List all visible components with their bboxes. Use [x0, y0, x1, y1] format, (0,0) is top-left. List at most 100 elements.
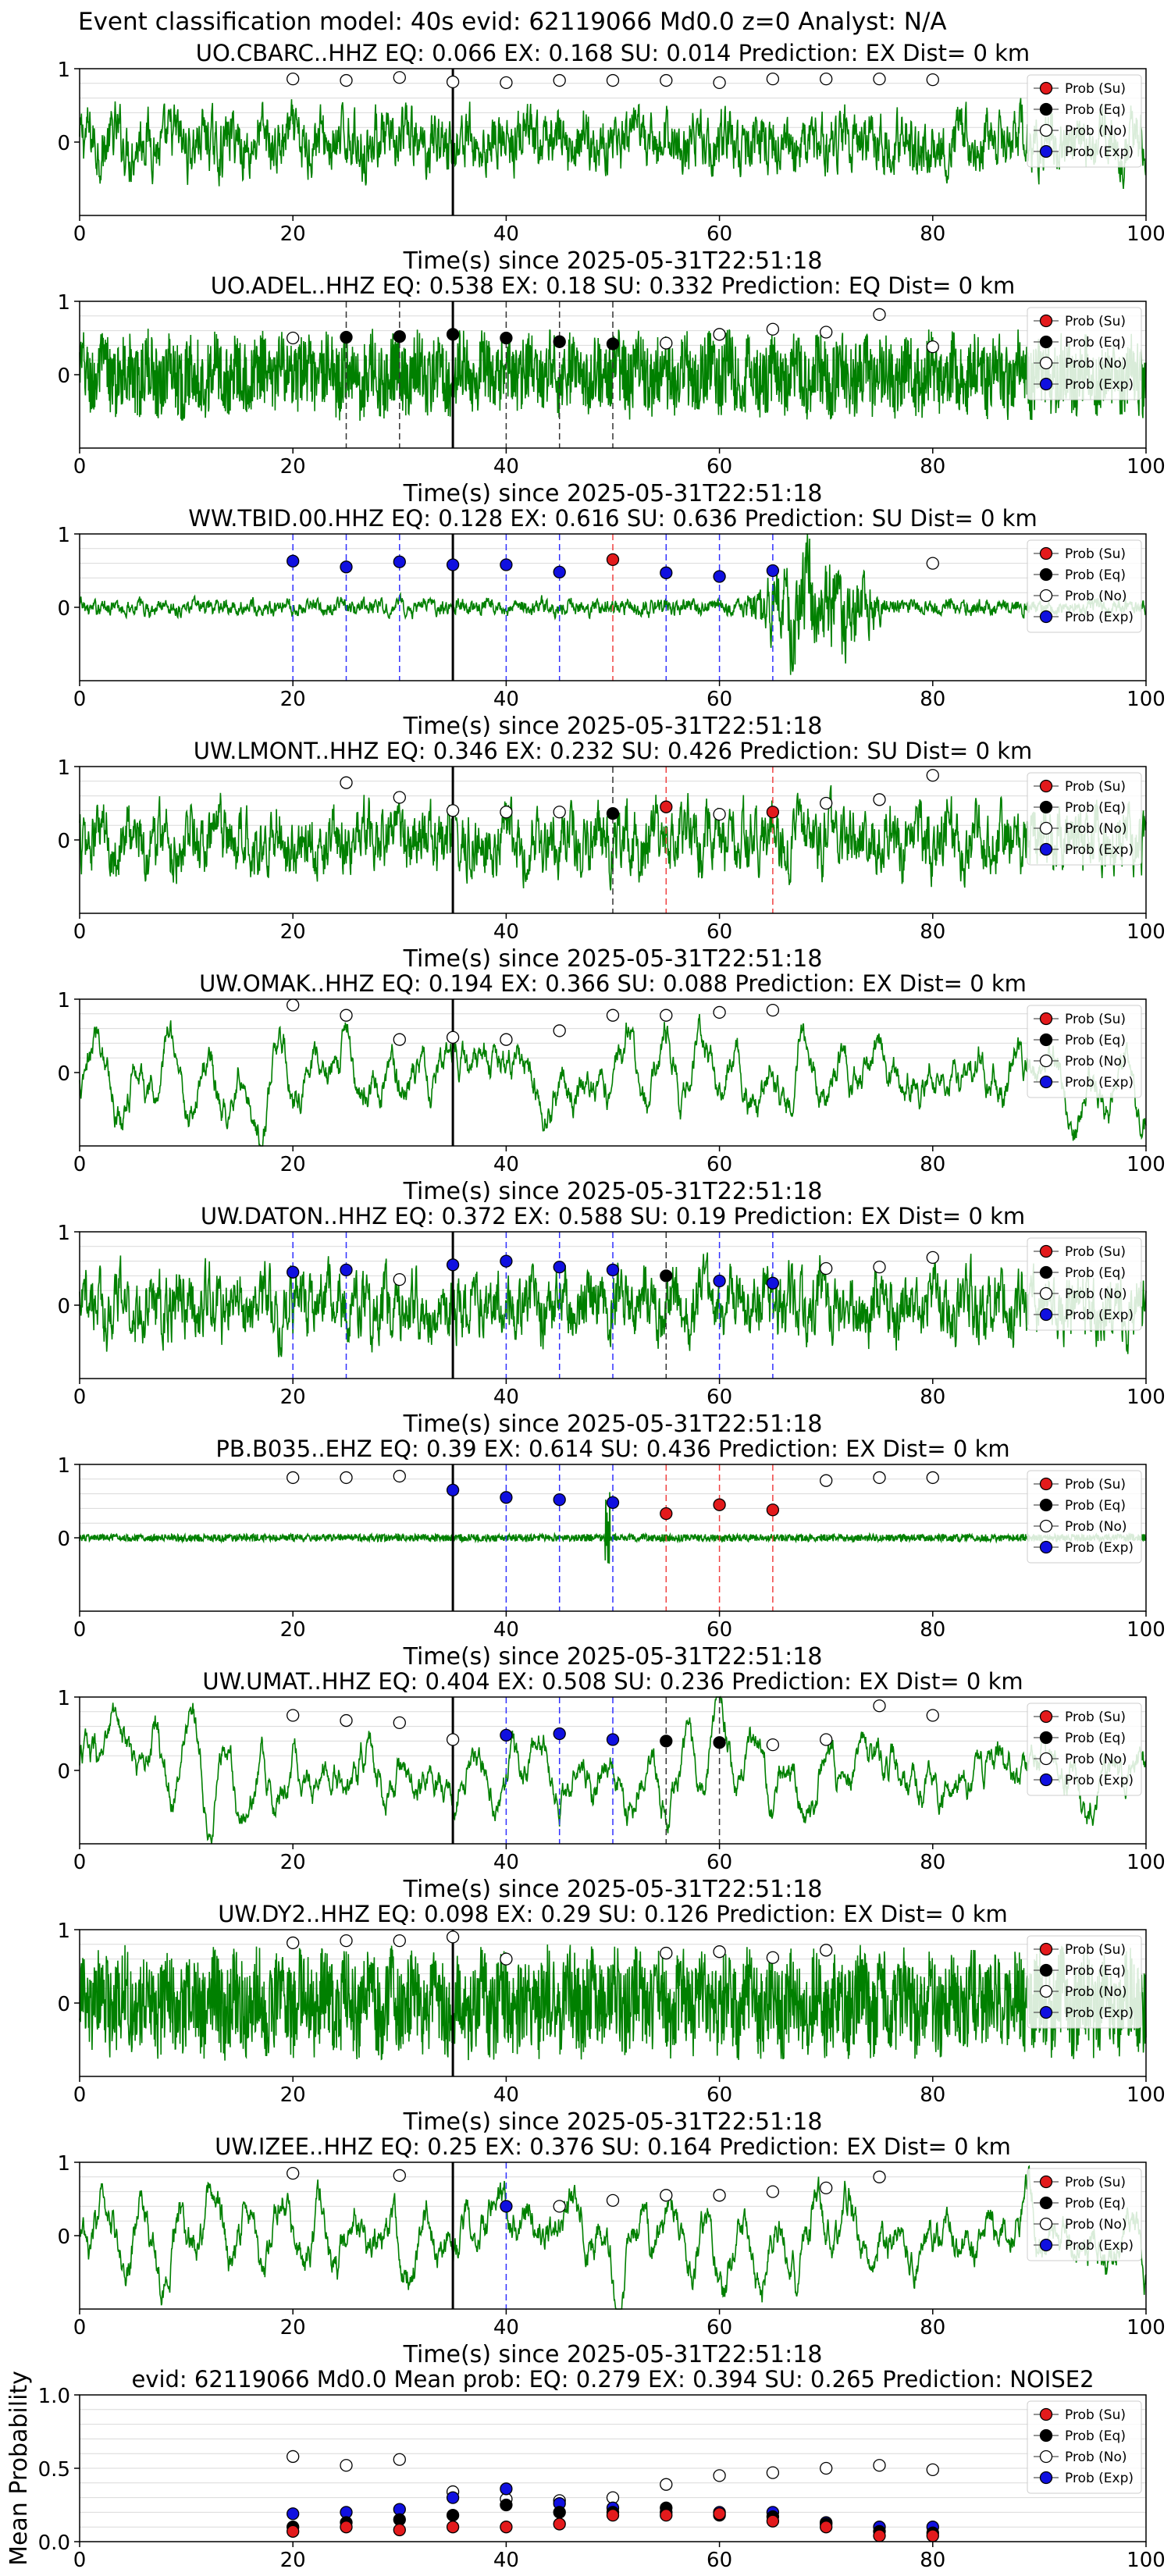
x-tick-label: 60	[707, 1618, 732, 1642]
prediction-marker-no	[766, 1738, 780, 1752]
grid	[80, 2161, 1146, 2222]
x-tick-label: 80	[920, 222, 945, 246]
legend-label-eq: Prob (Eq)	[1065, 568, 1126, 583]
x-tick-label: 0	[73, 2083, 87, 2107]
x-axis-label: Time(s) since 2025-05-31T22:51:18	[403, 1178, 823, 1205]
x-tick-label: 100	[1127, 1618, 1166, 1642]
y-tick-label: 0	[57, 132, 70, 155]
x-tick-label: 100	[1127, 2549, 1166, 2572]
x-axis-label: Time(s) since 2025-05-31T22:51:18	[403, 2108, 823, 2136]
prediction-marker-no	[713, 1945, 726, 1959]
y-tick-label: 1	[57, 756, 70, 780]
prediction-marker-exp	[553, 1260, 566, 1274]
legend-label-su: Prob (Su)	[1065, 81, 1126, 97]
waveform-panel: UW.OMAK..HHZ EQ: 0.194 EX: 0.366 SU: 0.0…	[57, 970, 1165, 1205]
x-tick-label: 80	[920, 1386, 945, 1409]
prediction-marker-no	[926, 73, 939, 87]
prediction-marker-no	[287, 998, 300, 1012]
panel-title: UW.IZEE..HHZ EQ: 0.25 EX: 0.376 SU: 0.16…	[215, 2133, 1011, 2160]
x-tick-label: 100	[1127, 455, 1166, 479]
legend-marker-exp	[1039, 1540, 1053, 1554]
legend-label-no: Prob (No)	[1065, 589, 1127, 604]
legend-label-eq: Prob (Eq)	[1065, 102, 1126, 118]
x-tick-label: 40	[493, 1386, 519, 1409]
legend-box	[1027, 2400, 1142, 2494]
prediction-marker-no	[926, 769, 939, 782]
legend-marker-exp	[1039, 1075, 1053, 1089]
x-tick-label: 60	[707, 455, 732, 479]
prediction-marker-exp	[500, 1254, 513, 1268]
mean-marker-su	[766, 2514, 780, 2528]
x-tick-label: 80	[920, 2316, 945, 2339]
x-axis-label: Time(s) since 2025-05-31T22:51:18	[403, 480, 823, 507]
prediction-marker-no	[660, 1009, 673, 1022]
prediction-marker-no	[873, 308, 886, 322]
x-tick-label: 0	[73, 920, 87, 944]
prediction-marker-no	[553, 806, 566, 819]
prediction-marker-no	[660, 1946, 673, 1960]
x-tick-label: 20	[280, 1153, 306, 1176]
legend-label-eq: Prob (Eq)	[1065, 1265, 1126, 1281]
y-tick-label: 0	[57, 2226, 70, 2249]
legend-label-su: Prob (Su)	[1065, 2407, 1126, 2423]
x-tick-label: 100	[1127, 222, 1166, 246]
legend-label-su: Prob (Su)	[1065, 1942, 1126, 1958]
y-tick-label: 0	[57, 597, 70, 621]
x-axis-label: Time(s) since 2025-05-31T22:51:18	[403, 713, 823, 740]
legend-label-no: Prob (No)	[1065, 1984, 1127, 2000]
legend-marker-no	[1039, 356, 1053, 370]
waveform-panel: UW.UMAT..HHZ EQ: 0.404 EX: 0.508 SU: 0.2…	[57, 1668, 1165, 1903]
prediction-marker-eq	[660, 1735, 673, 1748]
x-tick-label: 0	[73, 1618, 87, 1642]
legend-label-no: Prob (No)	[1065, 1054, 1127, 1069]
figure-title: Event classification model: 40s evid: 62…	[78, 8, 947, 36]
x-tick-label: 20	[280, 2316, 306, 2339]
legend-label-no: Prob (No)	[1065, 2217, 1127, 2233]
y-tick-label: 1.0	[38, 2385, 70, 2408]
panel-title: UW.UMAT..HHZ EQ: 0.404 EX: 0.508 SU: 0.2…	[202, 1668, 1023, 1695]
legend: Prob (Su) Prob (Eq) Prob (No) Prob (Exp)	[1027, 2400, 1142, 2494]
legend-marker-exp	[1039, 1773, 1053, 1787]
x-tick-label: 80	[920, 1153, 945, 1176]
x-tick-label: 60	[707, 1851, 732, 1874]
prediction-marker-no	[340, 1009, 353, 1022]
x-tick-label: 60	[707, 2316, 732, 2339]
legend-label-su: Prob (Su)	[1065, 546, 1126, 562]
waveform-panel: UO.CBARC..HHZ EQ: 0.066 EX: 0.168 SU: 0.…	[57, 40, 1165, 275]
prediction-marker-exp	[713, 1274, 726, 1288]
prediction-marker-no	[393, 2169, 406, 2183]
prediction-marker-no	[500, 1033, 513, 1046]
grid	[80, 1464, 1146, 1524]
legend-label-exp: Prob (Exp)	[1065, 377, 1134, 393]
prediction-marker-no	[393, 791, 406, 804]
y-tick-label: 0	[57, 1295, 70, 1318]
legend-label-exp: Prob (Exp)	[1065, 1540, 1134, 1556]
waveform-trace	[79, 1492, 1147, 1564]
legend-label-exp: Prob (Exp)	[1065, 842, 1134, 858]
legend: Prob (Su) Prob (Eq) Prob (No) Prob (Exp)	[1027, 74, 1142, 168]
legend-label-eq: Prob (Eq)	[1065, 1731, 1126, 1746]
legend-marker-exp	[1039, 1308, 1053, 1322]
legend: Prob (Su) Prob (Eq) Prob (No) Prob (Exp)	[1027, 1005, 1142, 1098]
legend-box	[1027, 539, 1142, 633]
prediction-marker-no	[393, 1272, 406, 1286]
waveform-trace	[79, 98, 1147, 189]
legend-label-no: Prob (No)	[1065, 1286, 1127, 1302]
mean-marker-no	[926, 2463, 939, 2477]
x-tick-label: 0	[73, 1851, 87, 1874]
x-tick-label: 100	[1127, 2316, 1166, 2339]
prediction-marker-no	[766, 322, 780, 336]
legend-label-eq: Prob (Eq)	[1065, 1963, 1126, 1979]
y-tick-label: 1	[57, 1920, 70, 1943]
prediction-marker-no	[713, 328, 726, 341]
legend-box	[1027, 1470, 1142, 1564]
mean-marker-no	[393, 2453, 406, 2466]
prediction-marker-no	[766, 2185, 780, 2198]
legend-marker-exp	[1039, 610, 1053, 624]
legend-marker-exp	[1039, 2238, 1053, 2252]
prediction-marker-su	[766, 1503, 780, 1517]
panel-title: UO.CBARC..HHZ EQ: 0.066 EX: 0.168 SU: 0.…	[196, 40, 1030, 66]
prediction-marker-su	[660, 1507, 673, 1521]
legend-label-eq: Prob (Eq)	[1065, 1498, 1126, 1514]
x-tick-label: 20	[280, 688, 306, 711]
